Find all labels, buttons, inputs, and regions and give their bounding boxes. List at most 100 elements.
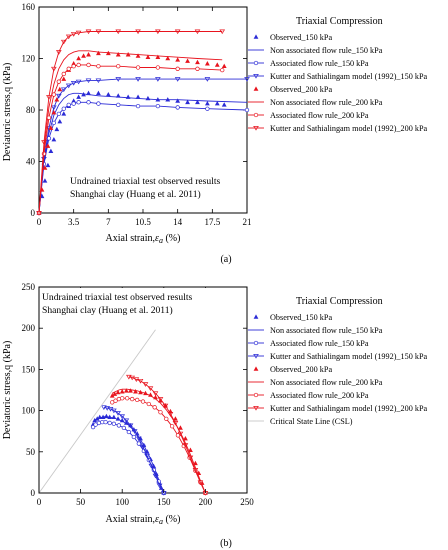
legend-label: Kutter and Sathialingam model (1992)_200…	[270, 404, 427, 413]
x-tick-label: 250	[240, 497, 254, 507]
data-point	[56, 79, 61, 84]
legend-item-2: Non associated flow rule_150 kPa	[248, 46, 383, 55]
data-point	[95, 29, 102, 35]
panel-a-x-axis-label: Axial strain,εa (%)	[106, 233, 181, 245]
data-point	[148, 463, 155, 469]
data-point	[155, 65, 161, 70]
legend-item-8: Kutter and Sathialingam model (1992)_200…	[248, 404, 427, 413]
data-point	[51, 120, 57, 126]
data-point	[167, 411, 174, 417]
x-tick-label: 17.5	[204, 217, 220, 227]
data-point	[131, 429, 138, 434]
data-point	[125, 396, 130, 401]
data-point	[61, 71, 66, 77]
data-point	[169, 424, 175, 429]
x-tick-label: 0	[37, 497, 42, 507]
data-point	[103, 413, 109, 419]
data-point	[76, 94, 82, 99]
data-point	[214, 100, 220, 106]
y-tick-label: 250	[22, 282, 36, 292]
data-point	[115, 411, 121, 416]
panel-b-legend: Observed_150 kPa Non associated flow rule…	[248, 313, 427, 426]
series-9	[38, 329, 156, 494]
data-point	[66, 102, 71, 107]
data-point	[152, 473, 159, 479]
data-point	[155, 29, 161, 35]
x-tick-label: 150	[157, 497, 171, 507]
panel-a-legend: Observed_150 kPa Non associated flow rule…	[248, 33, 427, 133]
legend-label: Associated flow rule_200 kPa	[270, 391, 369, 400]
data-point	[145, 54, 151, 60]
panel-a-ticks: 0 3.5 7 10.5 14 17.5 21 0 40 80 120 160	[22, 2, 252, 227]
data-point	[140, 444, 146, 450]
data-point	[61, 111, 67, 116]
panel-b-series	[38, 329, 209, 496]
data-point	[131, 434, 136, 440]
data-point	[42, 165, 48, 170]
panel-b-caption: (b)	[220, 538, 232, 549]
series-line	[38, 92, 248, 214]
data-point	[175, 66, 180, 71]
panel-a-y-axis-label: Deviatoric stress,q (kPa)	[2, 63, 13, 162]
data-point	[96, 90, 101, 96]
data-point	[220, 67, 225, 73]
data-point	[195, 66, 200, 71]
data-point	[101, 405, 107, 410]
data-point	[36, 211, 42, 216]
legend-label: Kutter and Sathialingam model (1992)_150…	[270, 352, 427, 361]
data-point	[86, 100, 91, 105]
data-point	[51, 66, 57, 72]
data-point	[192, 467, 199, 473]
legend-item-6: Non associated flow rule_200 kPa	[248, 98, 383, 107]
data-point	[221, 63, 227, 69]
data-point	[128, 388, 133, 393]
legend-label: Non associated flow rule_200 kPa	[270, 98, 383, 107]
panel-a-series	[36, 29, 250, 216]
data-point	[133, 389, 138, 394]
y-tick-label: 80	[26, 105, 36, 115]
data-point	[119, 414, 126, 420]
data-point	[70, 32, 77, 37]
legend-item-1: Observed_150 kPa	[253, 33, 332, 42]
data-point	[110, 400, 115, 405]
data-point	[111, 421, 117, 426]
data-point	[86, 90, 91, 96]
data-point	[135, 397, 140, 403]
data-point	[187, 455, 194, 461]
legend-label: Non associated flow rule_150 kPa	[270, 46, 383, 55]
y-tick-label: 100	[22, 406, 36, 416]
data-point	[142, 382, 149, 387]
series-8	[126, 374, 209, 496]
data-point	[133, 377, 140, 382]
legend-marker	[253, 86, 259, 91]
panel-b-plot-frame	[38, 286, 248, 494]
panel-b: 0 50 100 150 200 250 0 50 100 150 200 250 Deviatori…	[2, 282, 427, 549]
legend-marker	[253, 60, 259, 66]
data-point	[152, 405, 157, 410]
data-point	[71, 61, 77, 66]
data-point	[66, 66, 71, 71]
data-point	[96, 101, 101, 106]
legend-item-3: Associated flow rule_150 kPa	[248, 339, 369, 348]
legend-label: Observed_150 kPa	[270, 313, 332, 322]
legend-item-2: Non associated flow rule_150 kPa	[248, 326, 383, 335]
data-point	[162, 403, 169, 409]
panel-b-legend-title: Triaxial Compression	[296, 296, 383, 307]
data-point	[116, 64, 121, 69]
series-line	[92, 415, 165, 494]
data-point	[41, 140, 47, 145]
data-point	[60, 39, 67, 45]
x-tick-label: 14	[173, 217, 183, 227]
data-point	[175, 57, 181, 62]
x-tick-label: 21	[243, 217, 252, 227]
data-point	[136, 441, 141, 446]
data-point	[61, 76, 67, 81]
data-point	[90, 424, 96, 430]
y-tick-label: 150	[22, 364, 36, 374]
legend-item-9: Critical State Line (CSL)	[248, 417, 353, 426]
data-point	[157, 397, 164, 402]
legend-item-4: Kutter and Sathialingam model (1992)_150…	[248, 72, 427, 81]
x-tick-label: 0	[37, 217, 42, 227]
data-point	[76, 55, 82, 61]
legend-item-6: Non associated flow rule_200 kPa	[248, 378, 383, 387]
